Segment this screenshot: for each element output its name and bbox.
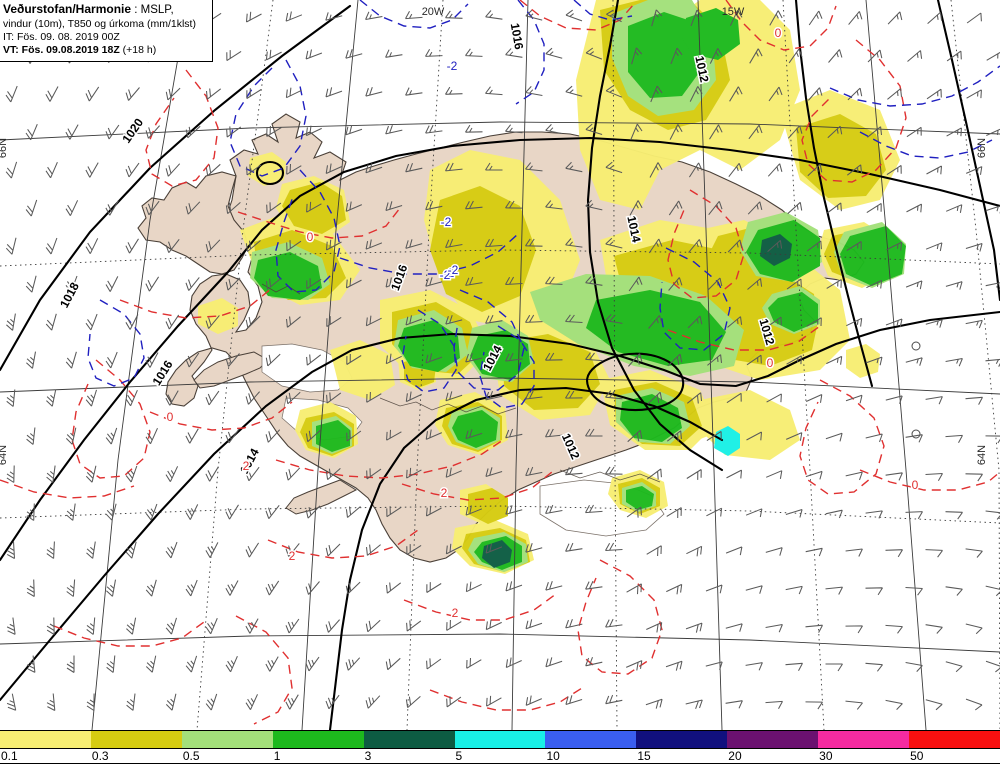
colorbar-bands: [0, 731, 1000, 748]
colorbar-tick-5: 5: [456, 749, 463, 763]
colorbar-tick-10: 10: [546, 749, 559, 763]
longitude-label: 15W: [722, 6, 745, 18]
colorbar-tick-0.5: 0.5: [183, 749, 200, 763]
info-line-params: vindur (10m), T850 og úrkoma (mm/1klst): [3, 18, 208, 31]
isotherm-cold-label: -2: [448, 263, 459, 277]
isotherm-warm-label: 0: [307, 230, 314, 244]
colorbar-band-5: [455, 731, 546, 748]
latitude-label: 66N: [976, 138, 988, 158]
colorbar-band-30: [818, 731, 909, 748]
colorbar-tick-50: 50: [910, 749, 923, 763]
isotherm-warm-label: 2: [441, 486, 448, 500]
isotherm-warm-label: 0: [167, 410, 174, 424]
colorbar-tick-30: 30: [819, 749, 832, 763]
field-separator: :: [131, 4, 141, 16]
isotherm-warm-label: 0: [912, 478, 919, 492]
isotherm-warm-label: 0: [775, 26, 782, 40]
colorbar-band-10: [545, 731, 636, 748]
colorbar-tick-1: 1: [274, 749, 281, 763]
map-info-box: Veðurstofan/Harmonie : MSLP, vindur (10m…: [0, 0, 213, 62]
isotherm-cold-label: -2: [441, 215, 452, 229]
latitude-label: 64N: [976, 445, 988, 465]
colorbar-band-0.3: [91, 731, 182, 748]
colorbar-band-15: [636, 731, 727, 748]
colorbar-band-20: [727, 731, 818, 748]
isotherm-cold-label: -2: [447, 59, 458, 73]
longitude-label: 20W: [422, 6, 445, 18]
isotherm-warm-label: 0: [767, 356, 774, 370]
valid-time-value: VT: Fös. 09.08.2019 18Z: [3, 44, 120, 56]
info-line-valid-time: VT: Fös. 09.08.2019 18Z (+18 h): [3, 44, 208, 57]
colorbar-band-0.5: [182, 731, 273, 748]
colorbar-tick-0.3: 0.3: [92, 749, 109, 763]
colorbar-band-3: [364, 731, 455, 748]
latitude-label: 64N: [0, 445, 9, 465]
isotherm-warm-label: 2: [289, 549, 296, 563]
colorbar-band-0.1: [0, 731, 91, 748]
colorbar-band-50: [909, 731, 1000, 748]
valid-time-lead: (+18 h): [120, 44, 156, 56]
provider-name: Veðurstofan/Harmonie: [3, 2, 131, 16]
colorbar-band-1: [273, 731, 364, 748]
field-name: MSLP,: [141, 4, 174, 16]
precipitation-colorbar[interactable]: 0.1 0.3 0.5 1 3 5 10 15 20 30 50: [0, 731, 1000, 764]
colorbar-tick-0.1: 0.1: [1, 749, 18, 763]
info-line-provider: Veðurstofan/Harmonie : MSLP,: [3, 3, 208, 18]
map-canvas: 1020101810161016101610141014101410121012…: [0, 0, 1000, 730]
info-line-init-time: IT: Fös. 09. 08. 2019 00Z: [3, 31, 208, 44]
latitude-label: 66N: [0, 138, 9, 158]
colorbar-tick-15: 15: [637, 749, 650, 763]
colorbar-tick-20: 20: [728, 749, 741, 763]
isotherm-warm-label: 2: [452, 606, 459, 620]
isotherm-warm-label: 2: [243, 459, 250, 473]
colorbar-tick-3: 3: [365, 749, 372, 763]
